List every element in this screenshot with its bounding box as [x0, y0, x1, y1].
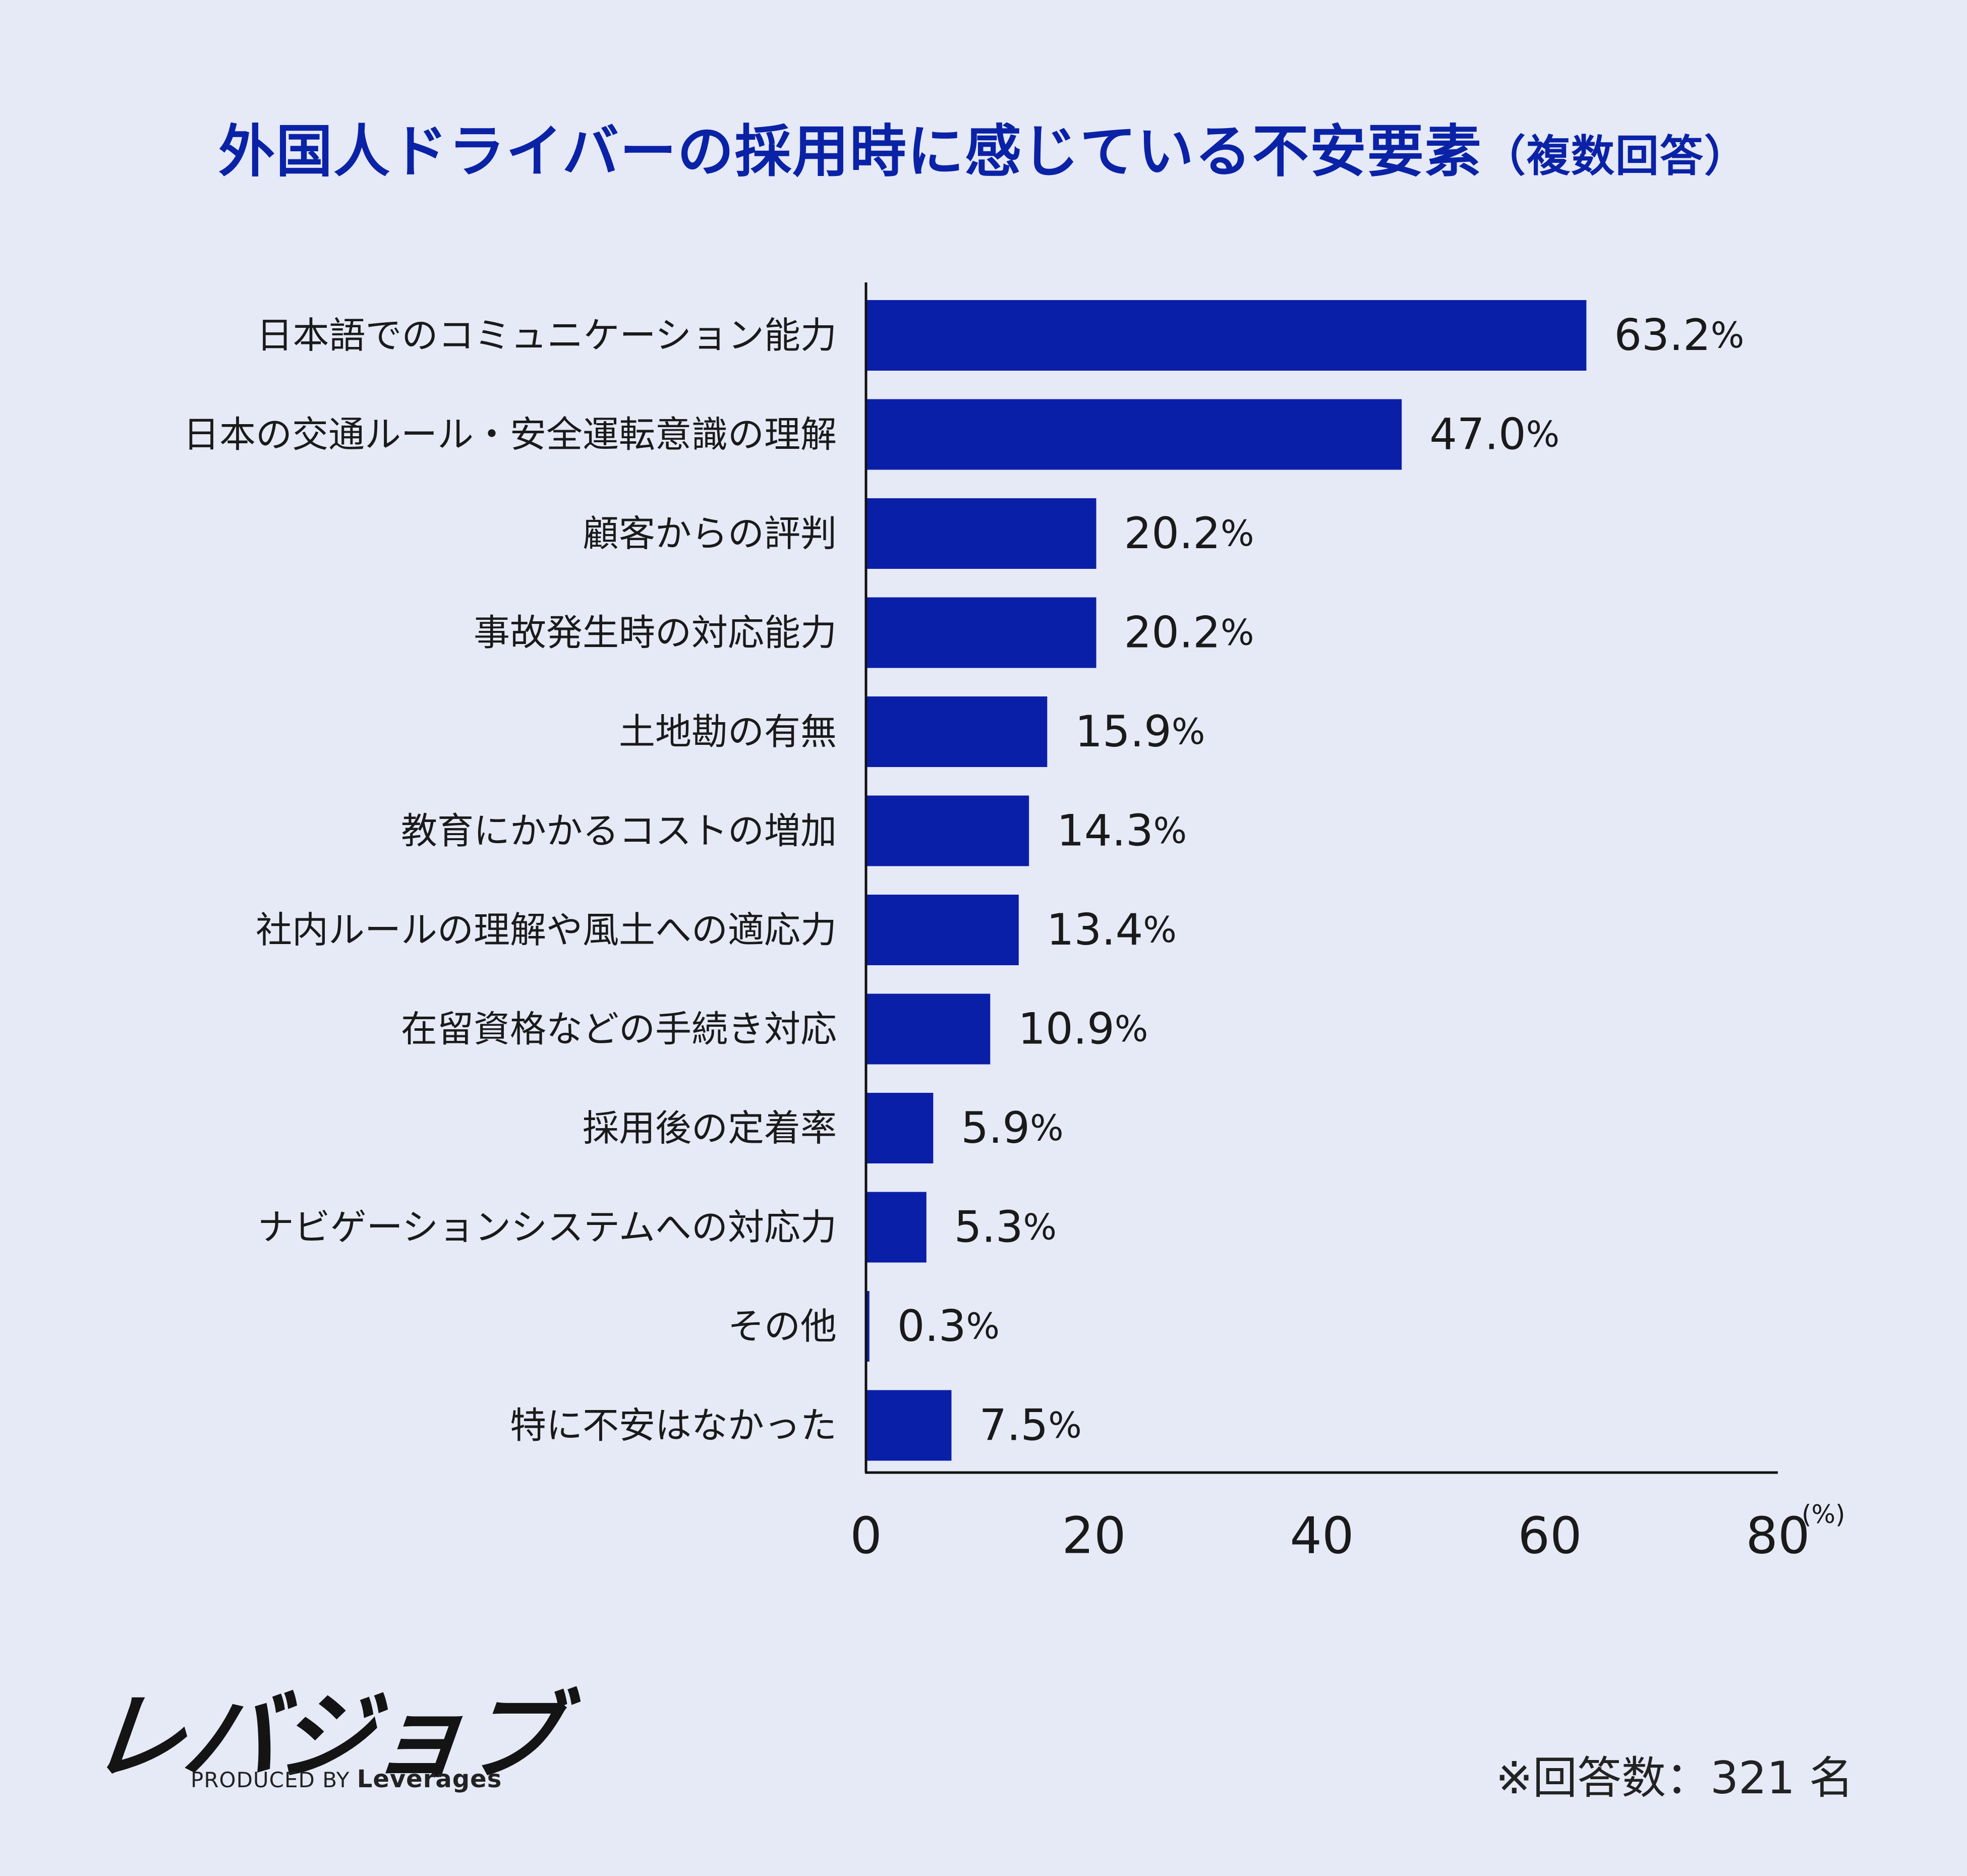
category-label: 日本語でのコミュニケーション能力 [256, 314, 837, 357]
bar [866, 795, 1029, 866]
category-label: 在留資格などの手続き対応 [401, 1008, 837, 1050]
respondent-count-note: ※回答数：321 名 [1495, 1752, 1854, 1804]
bar [866, 1390, 952, 1461]
bar [866, 1093, 934, 1163]
bar [866, 399, 1402, 470]
category-label: その他 [728, 1305, 837, 1347]
bar [866, 993, 991, 1065]
value-label: 0.3% [897, 1301, 1000, 1352]
chart-title-main: 外国人ドライバーの採用時に感じている不安要素 [218, 119, 1482, 185]
value-label: 14.3% [1057, 806, 1187, 856]
bar [866, 1291, 870, 1362]
category-label: ナビゲーションシステムへの対応力 [258, 1206, 837, 1249]
category-label: 特に不安はなかった [510, 1404, 837, 1447]
value-label: 7.5% [979, 1400, 1082, 1451]
x-tick-label: 40 [1290, 1506, 1354, 1565]
bar [866, 498, 1096, 569]
x-tick-label: 80 [1746, 1506, 1810, 1565]
category-label: 日本の交通ルール・安全運転意識の理解 [183, 414, 837, 456]
value-label: 10.9% [1018, 1004, 1148, 1054]
chart-title-sub: （複数回答） [1482, 131, 1749, 182]
company-name: Leverages [357, 1765, 502, 1793]
x-tick-label: 0 [850, 1506, 882, 1565]
bar [866, 696, 1048, 767]
bar [866, 597, 1096, 668]
category-label: 土地勘の有無 [619, 711, 837, 753]
chart-title: 外国人ドライバーの採用時に感じている不安要素（複数回答） [0, 106, 1967, 188]
category-label: 採用後の定着率 [583, 1107, 837, 1149]
category-label: 社内ルールの理解や風土への適応力 [256, 909, 837, 951]
produced-by-label: PRODUCED BY [191, 1768, 350, 1792]
x-axis-unit-label: (%) [1802, 1500, 1845, 1529]
category-label: 顧客からの評判 [583, 512, 837, 555]
bar [866, 895, 1019, 965]
bar [866, 300, 1587, 371]
value-label: 13.4% [1047, 905, 1177, 955]
value-label: 5.3% [954, 1202, 1057, 1253]
value-label: 20.2% [1124, 508, 1254, 559]
value-label: 47.0% [1429, 409, 1559, 460]
value-label: 20.2% [1124, 608, 1254, 658]
x-tick-label: 20 [1062, 1506, 1126, 1565]
bar [866, 1192, 927, 1263]
brand-produced-by: PRODUCED BY Leverages [191, 1765, 502, 1793]
value-label: 15.9% [1075, 707, 1205, 757]
value-label: 5.9% [961, 1103, 1063, 1153]
value-label: 63.2% [1614, 310, 1744, 361]
category-label: 事故発生時の対応能力 [474, 612, 837, 654]
x-tick-label: 60 [1518, 1506, 1582, 1565]
category-label: 教育にかかるコストの増加 [401, 810, 837, 852]
